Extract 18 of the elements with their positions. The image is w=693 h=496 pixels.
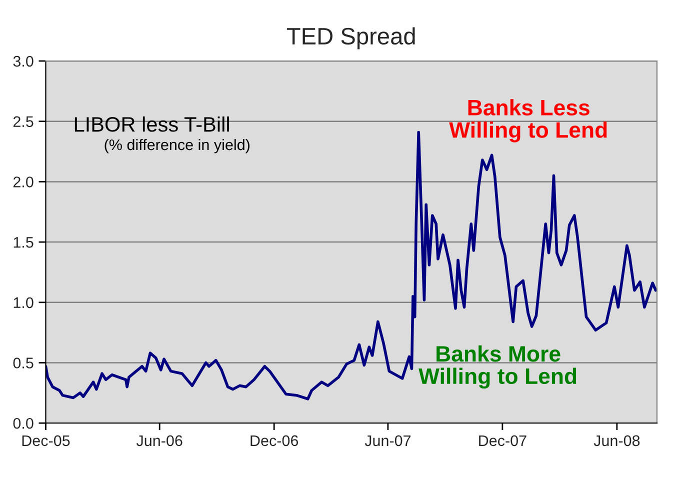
x-tick-label: Jun-08 xyxy=(594,435,640,446)
y-tick-label: 1.0 xyxy=(14,297,34,308)
y-tick-label: 0.5 xyxy=(13,358,34,368)
y-tick-label: 2.5 xyxy=(13,116,34,128)
annotation: Banks Less Willing to Lend xyxy=(449,99,607,142)
annotation: Banks More Willing to Lend xyxy=(418,345,576,389)
y-tick-label: 2.0 xyxy=(13,176,34,188)
x-tick-label: Jun-07 xyxy=(364,435,411,446)
chart-title: TED Spread xyxy=(286,27,415,50)
y-tick-label: 0.0 xyxy=(13,418,34,429)
x-tick-label: Jun-06 xyxy=(136,435,182,446)
x-tick-label: Dec-05 xyxy=(22,435,70,446)
x-tick-label: Dec-06 xyxy=(250,435,298,446)
x-tick-label: Dec-07 xyxy=(479,435,526,446)
annotation: (% difference in yield) xyxy=(104,138,250,154)
annotation: LIBOR less T-Bill xyxy=(74,116,229,132)
y-tick-label: 1.5 xyxy=(14,237,34,248)
y-tick-label: 3.0 xyxy=(13,56,34,67)
